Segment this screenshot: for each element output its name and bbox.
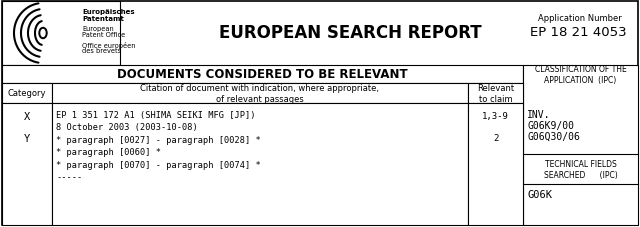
Text: -----: -----	[56, 173, 83, 182]
Bar	[52, 104, 468, 225]
Text: DOCUMENTS CONSIDERED TO BE RELEVANT: DOCUMENTS CONSIDERED TO BE RELEVANT	[117, 68, 408, 81]
Ellipse shape	[41, 30, 45, 37]
Text: 8 October 2003 (2003-10-08): 8 October 2003 (2003-10-08)	[56, 123, 198, 132]
Bar	[523, 66, 638, 225]
Text: G06K9/00: G06K9/00	[527, 121, 574, 131]
Text: Relevant
to claim: Relevant to claim	[477, 84, 514, 103]
Text: * paragraph [0027] - paragraph [0028] *: * paragraph [0027] - paragraph [0028] *	[56, 135, 260, 144]
Ellipse shape	[39, 28, 47, 39]
Text: Office européen: Office européen	[82, 42, 136, 49]
Bar	[2, 2, 120, 66]
Text: * paragraph [0070] - paragraph [0074] *: * paragraph [0070] - paragraph [0074] *	[56, 160, 260, 169]
Bar	[468, 104, 523, 225]
Text: Citation of document with indication, where appropriate,
of relevant passages: Citation of document with indication, wh…	[141, 84, 380, 103]
Bar	[52, 84, 468, 104]
Bar	[2, 84, 52, 104]
Text: EP 1 351 172 A1 (SHIMA SEIKI MFG [JP]): EP 1 351 172 A1 (SHIMA SEIKI MFG [JP])	[56, 111, 255, 119]
Text: Patentamt: Patentamt	[82, 16, 124, 22]
Text: 2: 2	[493, 133, 498, 142]
Text: G06K: G06K	[527, 189, 552, 199]
Text: Category: Category	[8, 89, 46, 98]
Text: * paragraph [0060] *: * paragraph [0060] *	[56, 148, 161, 157]
Text: CLASSIFICATION OF THE
APPLICATION  (IPC): CLASSIFICATION OF THE APPLICATION (IPC)	[534, 65, 627, 84]
Text: EP 18 21 4053: EP 18 21 4053	[530, 26, 627, 39]
Text: X: X	[24, 111, 30, 121]
Bar	[2, 66, 523, 84]
Text: European: European	[82, 26, 114, 32]
Text: Application Number: Application Number	[538, 14, 622, 23]
Bar	[2, 104, 52, 225]
Text: TECHNICAL FIELDS
SEARCHED      (IPC): TECHNICAL FIELDS SEARCHED (IPC)	[543, 160, 618, 179]
Text: Patent Office: Patent Office	[82, 32, 125, 38]
Text: EUROPEAN SEARCH REPORT: EUROPEAN SEARCH REPORT	[219, 24, 481, 42]
Text: G06Q30/06: G06Q30/06	[527, 131, 580, 141]
Text: Y: Y	[24, 133, 30, 143]
Text: Europäisches: Europäisches	[82, 9, 134, 15]
Text: 1,3-9: 1,3-9	[482, 111, 509, 121]
Bar	[468, 84, 523, 104]
Text: INV.: INV.	[527, 109, 550, 119]
Text: des brevets: des brevets	[82, 48, 121, 54]
